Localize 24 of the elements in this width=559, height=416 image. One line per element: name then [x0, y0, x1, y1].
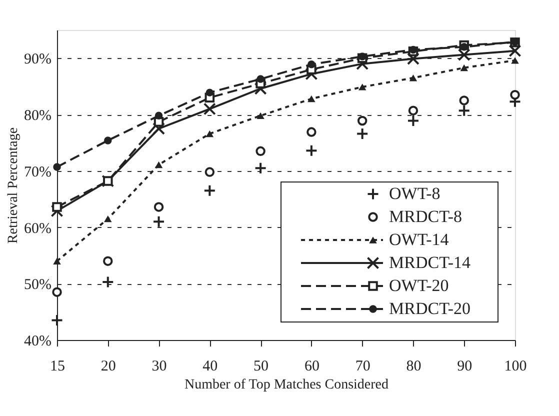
y-tick-label: 90% — [24, 52, 52, 68]
y-tick-label: 70% — [24, 164, 52, 180]
x-tick-label: 60 — [304, 358, 320, 374]
legend-label: MRDCT-8 — [389, 207, 462, 226]
x-tick-label: 40 — [202, 358, 218, 374]
x-tick-label: 100 — [504, 358, 527, 374]
y-tick-label: 60% — [24, 220, 52, 237]
x-tick-label: 80 — [406, 358, 422, 374]
legend-label: OWT-8 — [389, 184, 440, 203]
x-tick-label: 70 — [355, 358, 370, 374]
legend-label: OWT-20 — [389, 276, 449, 295]
y-tick-label: 80% — [24, 108, 52, 124]
x-axis-title: Number of Top Matches Considered — [184, 378, 389, 392]
x-tick-label: 15 — [50, 358, 65, 374]
x-tick-label: 30 — [152, 358, 167, 374]
y-tick-label: 50% — [24, 277, 52, 294]
x-tick-label: 90 — [457, 358, 472, 374]
x-tick-label: 20 — [100, 358, 116, 374]
y-axis-title: Retrieval Percentage — [6, 127, 22, 244]
legend-label: MRDCT-14 — [389, 253, 472, 272]
x-tick-label: 50 — [254, 358, 269, 374]
y-tick-label: 40% — [24, 334, 52, 350]
legend-label: OWT-14 — [389, 230, 450, 249]
legend-label: MRDCT-20 — [389, 299, 471, 318]
